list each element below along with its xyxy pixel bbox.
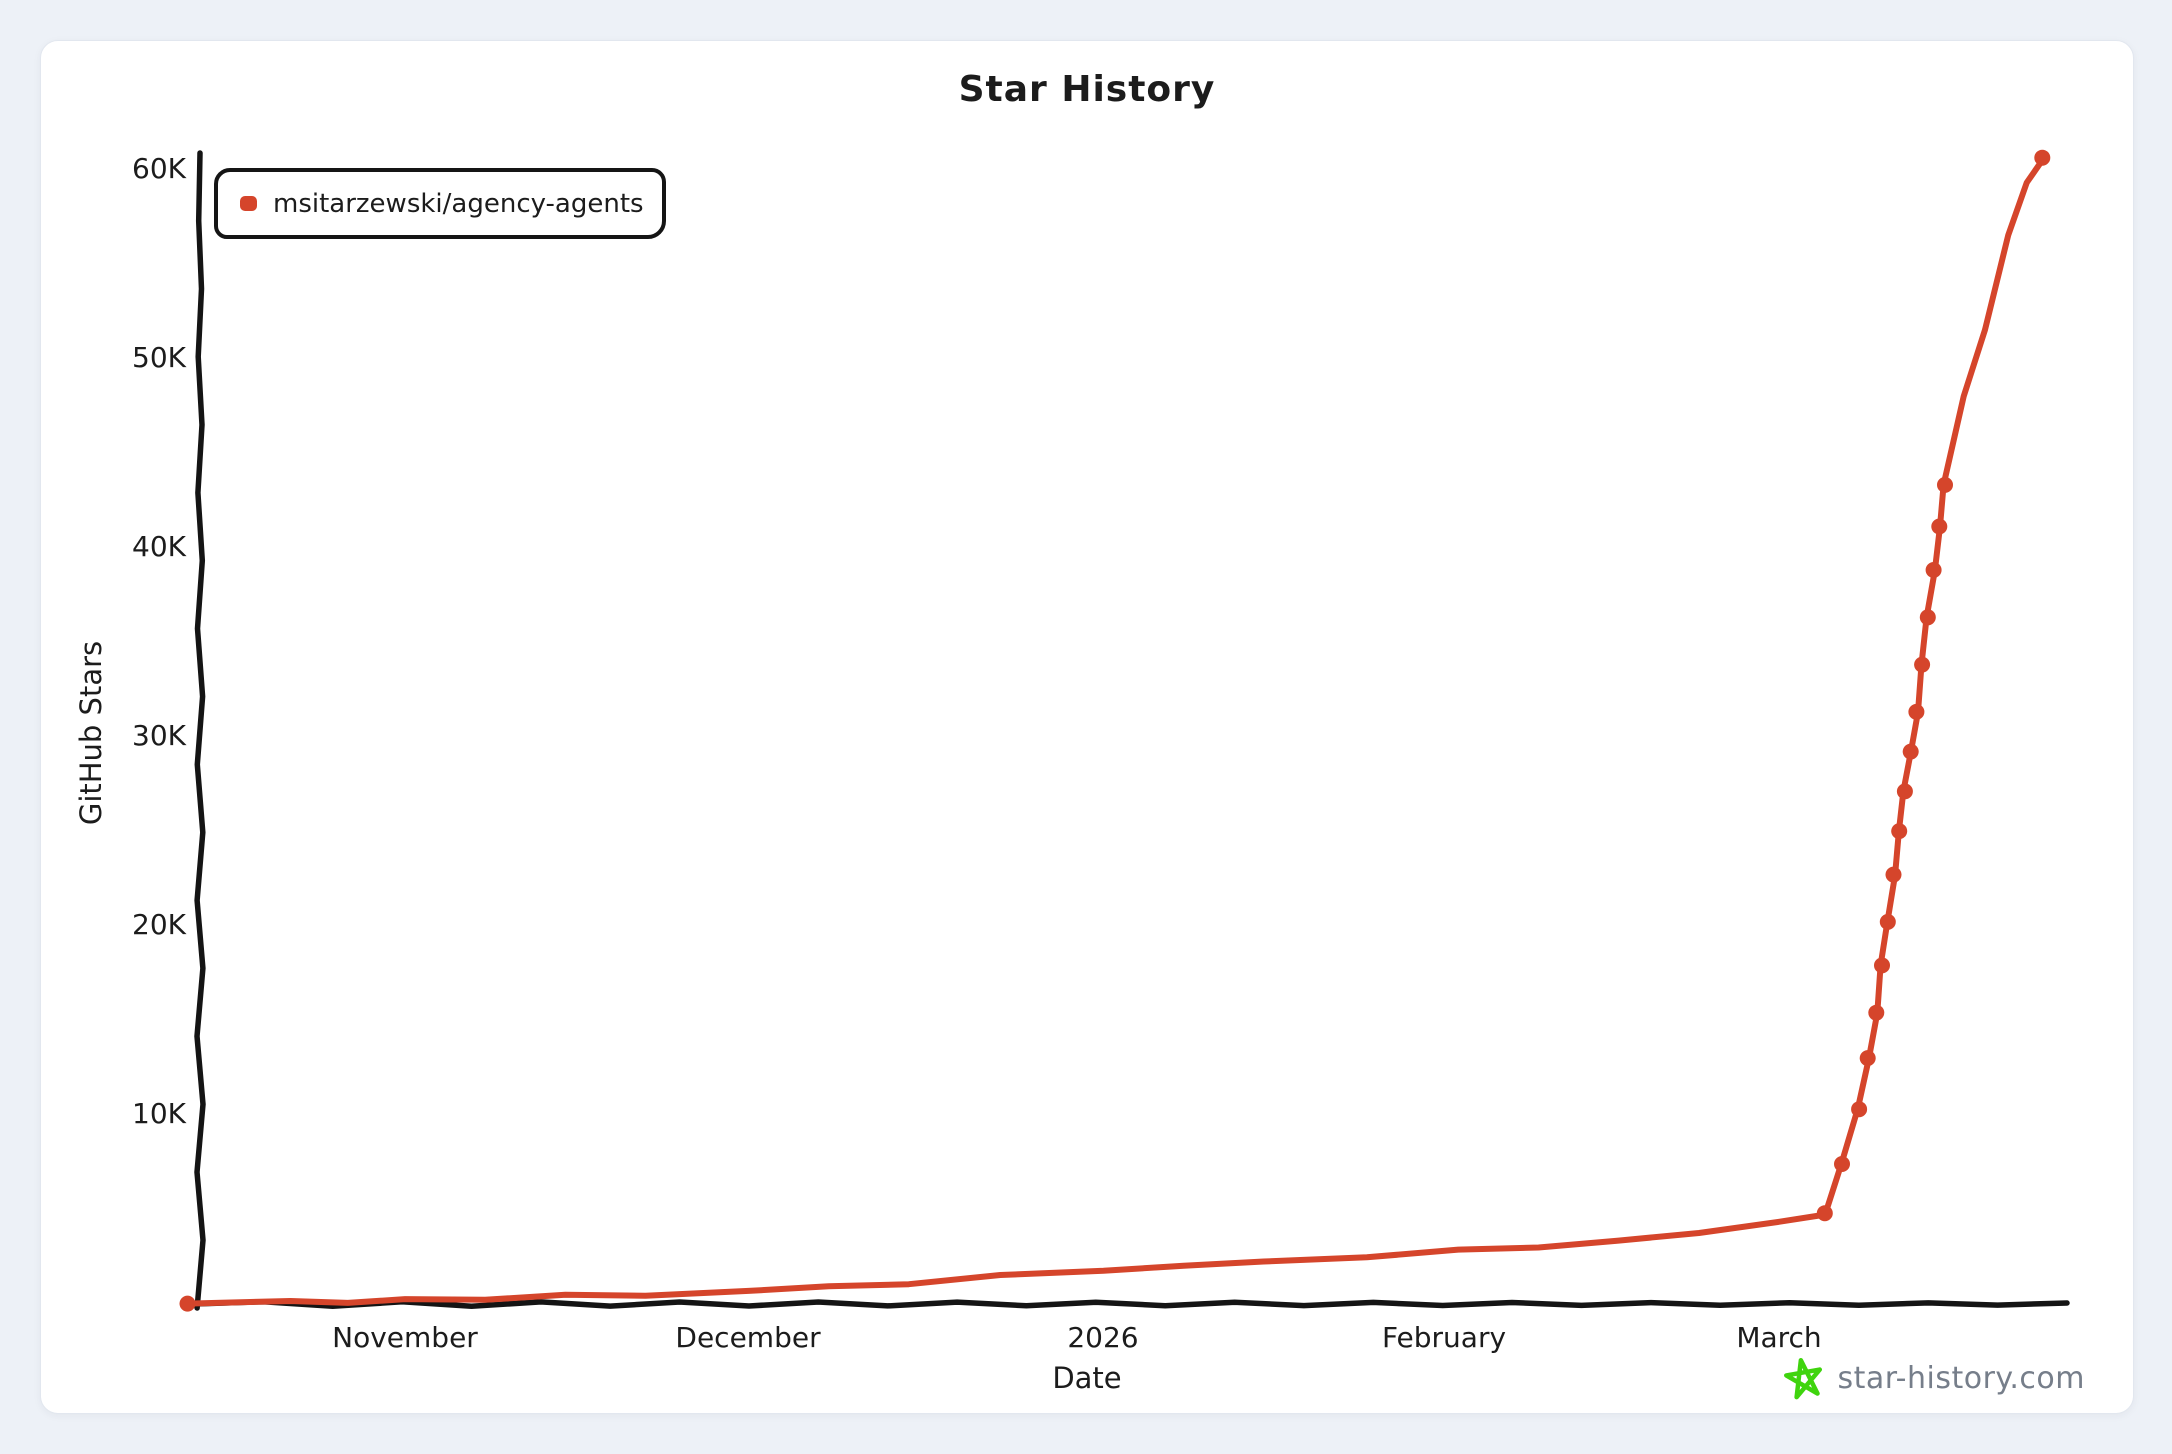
legend: msitarzewski/agency-agents (214, 168, 666, 239)
x-axis-tick: November (332, 1321, 478, 1354)
y-axis-tick: 10K (132, 1097, 186, 1130)
x-axis-tick: March (1736, 1321, 1822, 1354)
star-history-chart[interactable] (41, 41, 2133, 1413)
y-axis-tick: 60K (132, 152, 186, 185)
y-axis-title: GitHub Stars (74, 640, 108, 826)
x-axis-title: Date (1052, 1361, 1122, 1395)
star-logo-icon (1784, 1358, 1823, 1400)
y-axis-tick: 20K (132, 908, 186, 941)
x-axis-tick: February (1381, 1321, 1507, 1354)
x-axis-tick: December (675, 1321, 821, 1354)
legend-marker-icon (240, 196, 257, 211)
y-axis-tick: 50K (132, 341, 186, 374)
x-axis-tick: 2026 (1067, 1321, 1139, 1354)
y-axis-tick: 40K (132, 530, 186, 563)
y-axis-tick: 30K (132, 719, 186, 752)
chart-card: Star History 60K 50K 40K 30K 20K 10K Nov… (40, 40, 2134, 1414)
brand-text: star-history.com (1837, 1360, 2085, 1396)
brand-watermark: star-history.com (1783, 1355, 2085, 1401)
chart-title: Star History (958, 69, 1216, 110)
legend-repo-label: msitarzewski/agency-agents (273, 188, 644, 219)
